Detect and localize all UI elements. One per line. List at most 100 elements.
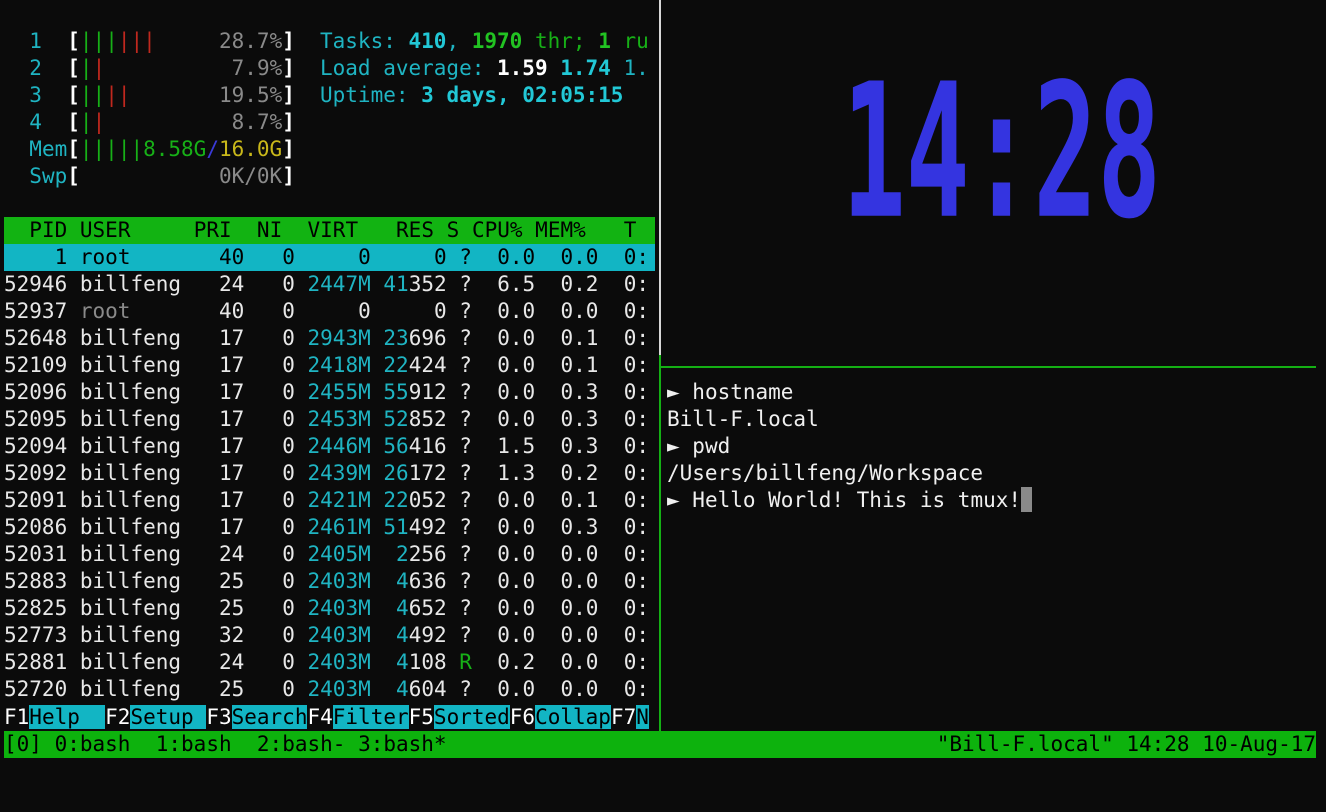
table-row[interactable]: 52883 billfeng 25 0 2403M 4636 ? 0.0 0.0… (4, 568, 655, 595)
pid: 52096 (4, 380, 68, 404)
time: 0: (623, 434, 649, 458)
function-label: Collap (535, 705, 611, 729)
window-tab-3[interactable]: 3:bash* (358, 732, 447, 756)
function-key-f4[interactable]: F4Filter (307, 705, 409, 729)
state: ? (459, 407, 472, 431)
bar-red: || (105, 83, 131, 107)
table-row[interactable]: 52086 billfeng 17 0 2461M 51492 ? 0.0 0.… (4, 514, 655, 541)
prompt-arrow-icon: ► (667, 488, 693, 512)
pane-divider-vertical[interactable] (659, 0, 661, 355)
user: billfeng (79, 353, 182, 377)
running-count: 1 (598, 29, 611, 53)
time: 0: (623, 407, 649, 431)
comma: , (446, 29, 472, 53)
function-key-f1[interactable]: F1Help (4, 705, 106, 729)
user: billfeng (79, 650, 182, 674)
load-1: 1.59 (497, 56, 548, 80)
res-cell: 0 (433, 299, 447, 323)
pid: 52092 (4, 461, 68, 485)
table-header[interactable]: PID USER PRI NI VIRT RES S CPU% MEM% T (4, 217, 655, 244)
table-row[interactable]: 52031 billfeng 24 0 2405M 2256 ? 0.0 0.0… (4, 541, 655, 568)
table-row[interactable]: 52095 billfeng 17 0 2453M 52852 ? 0.0 0.… (4, 406, 655, 433)
table-row[interactable]: 52881 billfeng 24 0 2403M 4108 R 0.2 0.0… (4, 649, 655, 676)
table-row[interactable]: 52096 billfeng 17 0 2455M 55912 ? 0.0 0.… (4, 379, 655, 406)
res-thousands: 4 (396, 623, 409, 647)
table-row[interactable]: 52825 billfeng 25 0 2403M 4652 ? 0.0 0.0… (4, 595, 655, 622)
cpu-label: 1 (29, 29, 42, 53)
mem-percent: 0.2 (560, 461, 599, 485)
function-key-f7[interactable]: F7N (611, 705, 649, 729)
time: 0: (623, 299, 649, 323)
mem-percent: 0.3 (560, 407, 599, 431)
res-thousands: 4 (396, 650, 409, 674)
time: 0: (623, 677, 649, 701)
prompt-arrow-icon: ► (667, 434, 693, 458)
column-header-pid: PID (29, 218, 68, 242)
mem-percent: 0.1 (560, 488, 599, 512)
virt: 2421M (307, 488, 371, 512)
tmux-status-bar: [0] 0:bash 1:bash 2:bash- 3:bash* "Bill-… (4, 731, 1316, 758)
window-tab-1[interactable]: 1:bash (155, 732, 232, 756)
table-row[interactable]: 52937 root 40 0 0 0 ? 0.0 0.0 0: (4, 298, 655, 325)
table-row[interactable]: 1 root 40 0 0 0 ? 0.0 0.0 0: (4, 244, 655, 271)
pid: 52946 (4, 272, 68, 296)
output-text: /Users/billfeng/Workspace (667, 461, 984, 485)
function-label: Filter (332, 705, 409, 729)
bracket: [ (67, 110, 80, 134)
table-row[interactable]: 52092 billfeng 17 0 2439M 26172 ? 1.3 0.… (4, 460, 655, 487)
pane-divider-horizontal[interactable] (661, 366, 1316, 368)
user: billfeng (79, 677, 182, 701)
state: R (459, 650, 472, 674)
function-key-f6[interactable]: F6Collap (510, 705, 611, 729)
pid: 52109 (4, 353, 68, 377)
state: ? (459, 326, 472, 350)
bracket: ] (282, 164, 295, 188)
nice: 0 (282, 299, 295, 323)
priority: 17 (218, 407, 245, 431)
window-tab-2[interactable]: 2:bash- (256, 732, 346, 756)
virt: 2455M (307, 380, 371, 404)
time: 0: (623, 569, 649, 593)
virt: 2453M (307, 407, 371, 431)
shell-output-line: /Users/billfeng/Workspace (667, 460, 983, 487)
mem-percent: 0.1 (560, 353, 599, 377)
mem-percent: 0.2 (560, 272, 599, 296)
column-header-pri: PRI (193, 218, 232, 242)
time: 0: (623, 380, 649, 404)
function-key-f2[interactable]: F2Setup (105, 705, 207, 729)
function-key-f3[interactable]: F3Search (206, 705, 308, 729)
table-row[interactable]: 52720 billfeng 25 0 2403M 4604 ? 0.0 0.0… (4, 676, 655, 703)
time: 0: (623, 272, 649, 296)
cpu-percent: 0.0 (497, 623, 536, 647)
cpu-percent: 0.0 (497, 326, 536, 350)
cpu-percent: 0.0 (497, 245, 536, 269)
res-thousands: 23 (383, 326, 409, 350)
res-thousands: 55 (383, 380, 409, 404)
table-row[interactable]: 52773 billfeng 32 0 2403M 4492 ? 0.0 0.0… (4, 622, 655, 649)
res-cell: 23696 (383, 326, 447, 350)
window-tab-0[interactable]: 0:bash (54, 732, 131, 756)
table-row[interactable]: 52648 billfeng 17 0 2943M 23696 ? 0.0 0.… (4, 325, 655, 352)
cpu-meter: 4 [|| 8.7%] (4, 109, 295, 136)
nice: 0 (282, 407, 295, 431)
status-left: [0] 0:bash 1:bash 2:bash- 3:bash* (4, 731, 447, 758)
bracket: [ (67, 164, 80, 188)
cpu-percent: 6.5 (497, 272, 536, 296)
table-row[interactable]: 52091 billfeng 17 0 2421M 22052 ? 0.0 0.… (4, 487, 655, 514)
nice: 0 (282, 434, 295, 458)
table-row[interactable]: 52094 billfeng 17 0 2446M 56416 ? 1.5 0.… (4, 433, 655, 460)
user: billfeng (79, 623, 182, 647)
function-key-f5[interactable]: F5Sorted (409, 705, 510, 729)
table-row[interactable]: 52946 billfeng 24 0 2447M 41352 ? 6.5 0.… (4, 271, 655, 298)
bar-red: | (92, 56, 106, 80)
virt: 2403M (307, 596, 371, 620)
time: 0: (623, 515, 649, 539)
column-header-ni: NI (256, 218, 283, 242)
virt: 2405M (307, 542, 371, 566)
res-thousands: 4 (396, 596, 409, 620)
function-label: N (636, 705, 649, 729)
cpu-percent: 19.5% (219, 83, 283, 107)
table-row[interactable]: 52109 billfeng 17 0 2418M 22424 ? 0.0 0.… (4, 352, 655, 379)
pane-divider-vertical-active[interactable] (659, 355, 661, 731)
user: billfeng (79, 461, 182, 485)
